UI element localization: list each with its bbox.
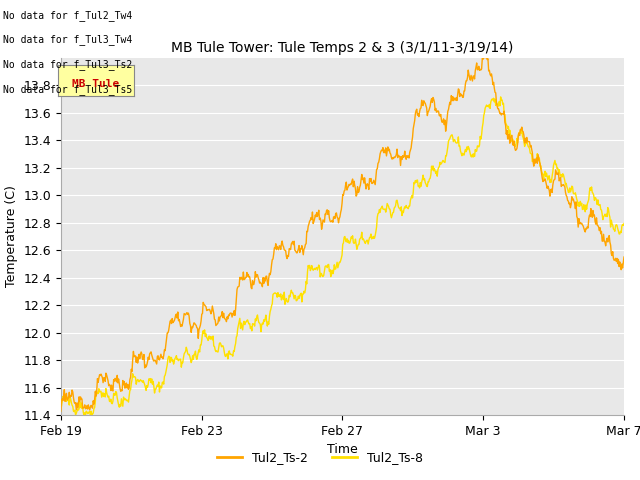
Text: MB Tule: MB Tule <box>72 79 120 88</box>
Tul2_Ts-8 <box>72 412 79 418</box>
Legend: Tul2_Ts-2, Tul2_Ts-8: Tul2_Ts-2, Tul2_Ts-8 <box>212 446 428 469</box>
Tul2_Ts-8 <box>417 180 424 185</box>
Tul2_Ts-2 <box>57 408 65 414</box>
Tul2_Ts-2 <box>384 144 392 150</box>
Tul2_Ts-8 <box>399 210 407 216</box>
Tul2_Ts-8 <box>485 104 493 110</box>
Tul2_Ts-2 <box>480 55 488 60</box>
Text: No data for f_Tul3_Ts5: No data for f_Tul3_Ts5 <box>3 84 132 96</box>
Tul2_Ts-2 <box>416 109 424 115</box>
Tul2_Ts-8 <box>543 173 551 179</box>
Tul2_Ts-8 <box>385 204 392 209</box>
Y-axis label: Temperature (C): Temperature (C) <box>4 185 18 288</box>
Tul2_Ts-2 <box>399 153 406 158</box>
Tul2_Ts-2 <box>92 388 99 394</box>
Line: Tul2_Ts-2: Tul2_Ts-2 <box>61 58 624 411</box>
Tul2_Ts-8 <box>57 402 65 408</box>
Text: No data for f_Tul2_Tw4: No data for f_Tul2_Tw4 <box>3 10 132 21</box>
Text: No data for f_Tul3_Ts2: No data for f_Tul3_Ts2 <box>3 60 132 71</box>
Tul2_Ts-2 <box>620 254 628 260</box>
Tul2_Ts-2 <box>485 68 493 74</box>
Tul2_Ts-8 <box>92 388 100 394</box>
Line: Tul2_Ts-8: Tul2_Ts-8 <box>61 97 624 415</box>
Text: No data for f_Tul3_Tw4: No data for f_Tul3_Tw4 <box>3 35 132 46</box>
X-axis label: Time: Time <box>327 444 358 456</box>
Tul2_Ts-8 <box>620 221 628 227</box>
Title: MB Tule Tower: Tule Temps 2 & 3 (3/1/11-3/19/14): MB Tule Tower: Tule Temps 2 & 3 (3/1/11-… <box>172 41 513 55</box>
Tul2_Ts-2 <box>543 182 550 188</box>
Tul2_Ts-8 <box>497 94 504 100</box>
